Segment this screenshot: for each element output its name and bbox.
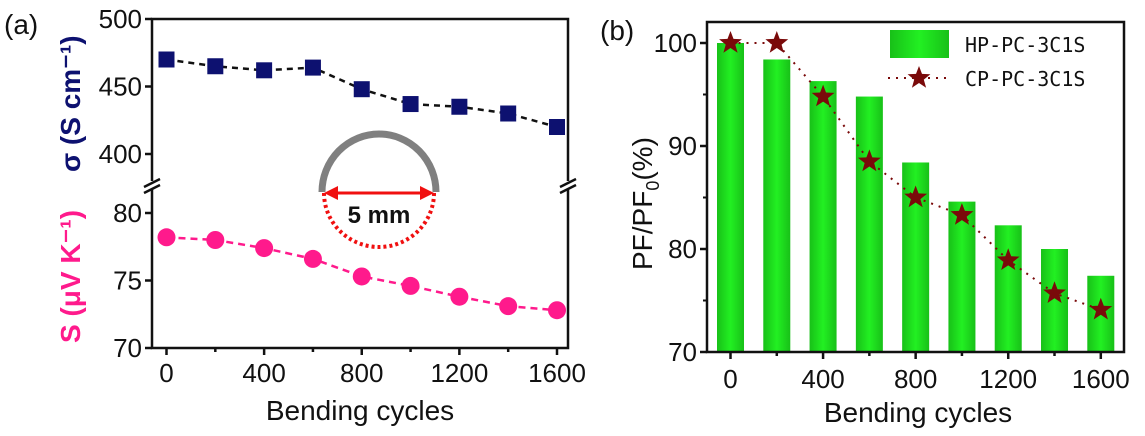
sigma-point	[500, 105, 517, 122]
star-point	[811, 84, 835, 107]
y-tick-label-lower: 80	[113, 198, 142, 228]
x-tick-label: 0	[159, 358, 173, 388]
y-tick-label: 100	[654, 28, 697, 58]
seebeck-point	[548, 301, 566, 320]
bar	[809, 81, 837, 353]
y-tick-label-lower: 75	[113, 266, 142, 296]
sigma-point	[353, 81, 370, 98]
axis-break-marks	[143, 177, 577, 195]
x-tick-label: 1200	[430, 358, 488, 388]
sigma-point	[207, 58, 224, 75]
star-point	[1089, 297, 1113, 320]
star-point	[996, 248, 1020, 270]
seebeck-point	[255, 239, 274, 258]
panel-label: (b)	[600, 15, 634, 46]
y-tick-label-lower: 70	[113, 333, 142, 363]
bar	[994, 225, 1022, 352]
x-tick-label: 1600	[528, 358, 586, 388]
x-tick-label: 1200	[979, 364, 1037, 394]
bar	[855, 96, 883, 352]
x-tick-label: 800	[340, 358, 383, 388]
sigma-point	[451, 98, 468, 115]
star-point	[1043, 281, 1066, 303]
bar	[948, 201, 976, 352]
star-point	[950, 203, 974, 225]
seebeck-point	[450, 287, 469, 306]
sigma-point	[256, 62, 273, 79]
star-point	[857, 149, 881, 172]
star-point	[719, 31, 742, 53]
panel-b: (b) 70 80 90 100 0 400 800 1200 1600 Bending cycle…	[600, 15, 1130, 428]
seebeck-point	[303, 249, 322, 268]
x-tick-label: 800	[894, 364, 937, 394]
x-tick-label: 1600	[1072, 364, 1130, 394]
y-tick-label: 80	[668, 234, 697, 264]
x-tick-label: 400	[242, 358, 285, 388]
bar	[1041, 249, 1069, 352]
seebeck-point	[401, 276, 420, 295]
x-axis-label: Bending cycles	[266, 395, 454, 426]
legend-label-cp: CP-PC-3C1S	[965, 67, 1085, 91]
sigma-point	[402, 96, 419, 113]
seebeck-line	[166, 236, 558, 312]
x-tick-label: 400	[801, 364, 844, 394]
seebeck-point	[157, 228, 176, 247]
x-tick-label: 0	[723, 364, 737, 394]
axes-frame	[150, 17, 570, 350]
star-point	[765, 31, 789, 53]
y-tick-label-upper: 450	[99, 72, 142, 102]
y-tick-label: 70	[668, 337, 697, 367]
sigma-point	[158, 51, 175, 68]
star-point	[904, 185, 928, 208]
bar	[717, 43, 744, 352]
inset-label: 5 mm	[348, 202, 411, 229]
y-axis-label-lower: S (μV K⁻¹)	[55, 210, 86, 343]
legend-label-hp: HP-PC-3C1S	[965, 33, 1085, 57]
seebeck-point	[499, 297, 518, 316]
y-axis-label: PF/PF0(%)	[627, 137, 663, 270]
panel-label: (a)	[4, 9, 38, 40]
y-tick-label: 90	[668, 131, 697, 161]
y-tick-label-upper: 500	[99, 4, 142, 34]
seebeck-point	[206, 231, 225, 249]
legend-swatch-bar	[890, 30, 949, 58]
bent-film-icon	[318, 130, 440, 193]
sigma-point	[304, 59, 321, 76]
circle-dotted-icon	[322, 192, 436, 249]
y-axis-label-upper: σ (S cm⁻¹)	[55, 35, 86, 172]
x-axis-label: Bending cycles	[824, 397, 1012, 428]
legend-star-icon	[907, 66, 931, 88]
sigma-point	[549, 119, 565, 135]
y-tick-label-upper: 400	[99, 139, 142, 169]
bar	[763, 59, 791, 352]
seebeck-point	[352, 267, 371, 286]
